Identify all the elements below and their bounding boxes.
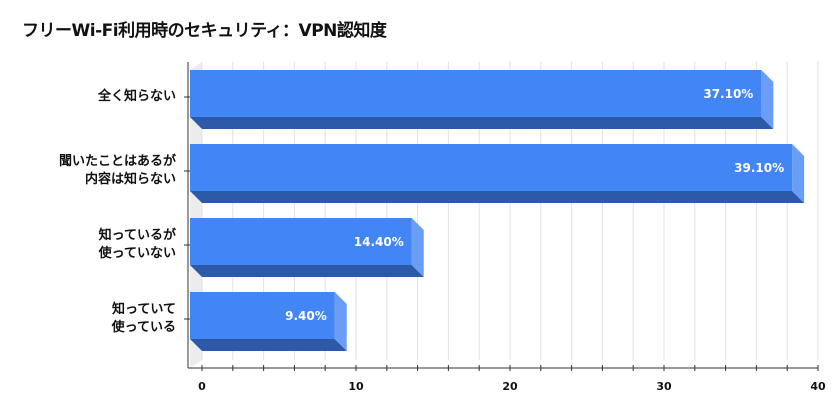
data-label: 37.10% xyxy=(703,87,753,101)
category-label: 知っているが 使っていない xyxy=(6,227,176,263)
bar xyxy=(190,144,793,191)
x-tick-label: 30 xyxy=(656,380,672,393)
bar-bottom-face xyxy=(190,339,347,351)
category-label-line: 聞いたことはあるが xyxy=(58,154,176,169)
x-tick-label: 0 xyxy=(198,380,206,393)
x-tick-label: 10 xyxy=(348,380,364,393)
category-label-line: 知っているが xyxy=(98,228,176,243)
bar xyxy=(190,292,335,339)
x-tick-label: 20 xyxy=(502,380,518,393)
bar-bottom-face xyxy=(190,265,424,277)
bar-side-face xyxy=(411,218,424,277)
category-label: 全く知らない xyxy=(6,88,176,106)
data-label: 39.10% xyxy=(734,161,784,175)
x-tick-label: 40 xyxy=(810,380,826,393)
bar-side-face xyxy=(761,70,774,129)
category-label-line: 内容は知らない xyxy=(84,172,176,187)
bar xyxy=(190,218,412,265)
category-label-line: 全く知らない xyxy=(97,89,176,104)
left-wall xyxy=(190,62,202,368)
bar-side-face xyxy=(792,144,805,203)
category-label-line: 使っている xyxy=(111,320,176,335)
bar-bottom-face xyxy=(190,117,774,129)
category-label-line: 知っていて xyxy=(112,302,176,317)
category-label-line: 使っていない xyxy=(98,246,176,261)
data-label: 14.40% xyxy=(354,235,404,249)
category-label: 知っていて使っている xyxy=(6,301,176,337)
bar-bottom-face xyxy=(190,191,805,203)
category-label: 聞いたことはあるが内容は知らない xyxy=(6,153,176,189)
bar xyxy=(190,70,762,117)
bar-side-face xyxy=(334,292,347,351)
data-label: 9.40% xyxy=(285,309,327,323)
chart-title: フリーWi-Fi利用時のセキュリティ：VPN認知度 xyxy=(22,21,387,41)
